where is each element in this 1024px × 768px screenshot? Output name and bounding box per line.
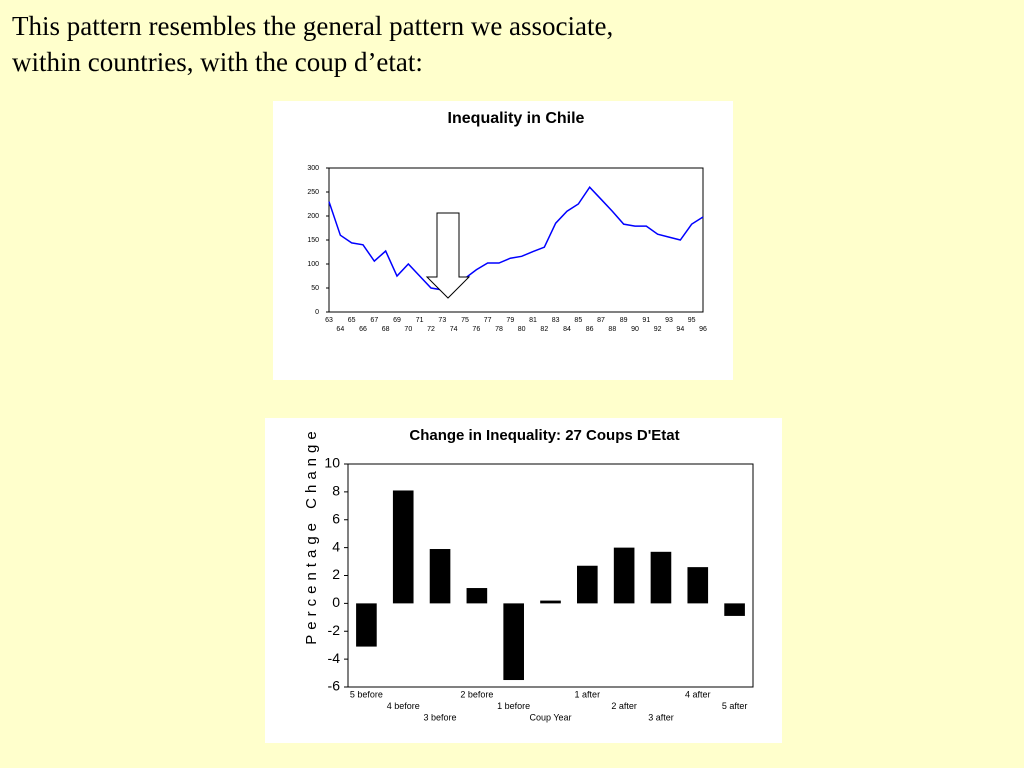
x-tick-label: 70 <box>404 326 412 333</box>
x-tick-label: 1 after <box>575 689 601 699</box>
x-tick-label: 76 <box>472 326 480 333</box>
x-tick-label: 88 <box>608 326 616 333</box>
y-tick-label: -4 <box>328 650 341 666</box>
x-tick-label: 2 before <box>460 689 493 699</box>
bar <box>650 551 672 604</box>
y-tick-label: 8 <box>332 483 340 499</box>
bar <box>687 567 709 604</box>
x-tick-label: 65 <box>348 317 356 324</box>
x-tick-label: 81 <box>529 317 537 324</box>
x-tick-label: 85 <box>574 317 582 324</box>
y-tick-label: -6 <box>328 678 341 694</box>
x-tick-label: 3 after <box>648 712 674 722</box>
x-tick-label: 2 after <box>611 701 637 711</box>
y-tick-label: 10 <box>324 455 340 471</box>
x-tick-label: 86 <box>586 326 594 333</box>
bar <box>429 549 451 604</box>
x-tick-label: 4 after <box>685 689 711 699</box>
x-tick-label: 95 <box>688 317 696 324</box>
x-tick-label: 75 <box>461 317 469 324</box>
x-tick-label: 1 before <box>497 701 530 711</box>
x-tick-label: 93 <box>665 317 673 324</box>
x-tick-label: 63 <box>325 317 333 324</box>
x-tick-label: 92 <box>654 326 662 333</box>
bar <box>356 603 377 647</box>
x-tick-label: 4 before <box>387 701 420 711</box>
bar <box>540 600 561 604</box>
x-tick-label: 94 <box>676 326 684 333</box>
x-tick-label: 67 <box>370 317 378 324</box>
x-tick-label: 73 <box>438 317 446 324</box>
y-tick-label: 150 <box>307 237 319 244</box>
x-tick-label: 91 <box>642 317 650 324</box>
x-tick-label: 90 <box>631 326 639 333</box>
x-tick-label: 87 <box>597 317 605 324</box>
x-tick-label: 71 <box>416 317 424 324</box>
x-tick-label: Coup Year <box>529 712 571 722</box>
x-tick-label: 83 <box>552 317 560 324</box>
x-tick-label: 89 <box>620 317 628 324</box>
y-tick-label: 6 <box>332 510 340 526</box>
x-tick-label: 80 <box>518 326 526 333</box>
x-tick-label: 84 <box>563 326 571 333</box>
chart-panel <box>273 101 733 380</box>
chart-title: Change in Inequality: 27 Coups D'Etat <box>409 427 679 444</box>
y-tick-label: 0 <box>332 594 340 610</box>
x-tick-label: 82 <box>540 326 548 333</box>
heading: This pattern resembles the general patte… <box>12 8 613 80</box>
x-tick-label: 69 <box>393 317 401 324</box>
x-tick-label: 5 after <box>722 701 748 711</box>
chart-title: Inequality in Chile <box>448 110 585 127</box>
y-tick-label: 300 <box>307 165 319 172</box>
x-tick-label: 72 <box>427 326 435 333</box>
y-tick-label: 200 <box>307 213 319 220</box>
y-axis-label: Percentage Change <box>303 426 320 644</box>
heading-line: This pattern resembles the general patte… <box>12 11 614 41</box>
x-tick-label: 78 <box>495 326 503 333</box>
arrow <box>425 212 471 299</box>
x-tick-label: 3 before <box>424 712 457 722</box>
bar <box>724 603 745 616</box>
y-tick-label: -2 <box>328 622 341 638</box>
y-tick-label: 0 <box>315 309 319 316</box>
x-tick-label: 79 <box>506 317 514 324</box>
y-tick-label: 50 <box>311 285 319 292</box>
x-tick-label: 5 before <box>350 689 383 699</box>
y-tick-label: 100 <box>307 261 319 268</box>
y-tick-label: 4 <box>332 538 340 554</box>
x-tick-label: 74 <box>450 326 458 333</box>
bar <box>466 588 488 604</box>
bar <box>577 565 598 604</box>
heading-line: within countries, with the coup d’etat: <box>12 47 423 77</box>
line-series <box>328 186 704 291</box>
bar <box>392 490 414 604</box>
x-tick-label: 64 <box>336 326 344 333</box>
x-tick-label: 68 <box>382 326 390 333</box>
bar <box>503 603 524 681</box>
bar <box>613 547 635 604</box>
x-tick-label: 96 <box>699 326 707 333</box>
x-tick-label: 77 <box>484 317 492 324</box>
x-tick-label: 66 <box>359 326 367 333</box>
y-tick-label: 250 <box>307 189 319 196</box>
y-tick-label: 2 <box>332 566 340 582</box>
